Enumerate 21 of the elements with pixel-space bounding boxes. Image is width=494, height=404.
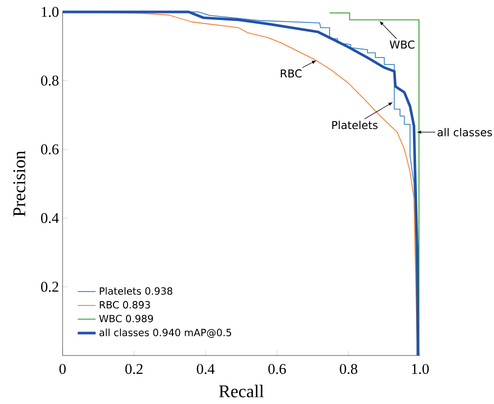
y-tick-label: 0.4 (41, 212, 59, 224)
legend-label: Platelets 0.938 (100, 287, 172, 295)
annotation: RBC (280, 69, 302, 78)
x-tick-label: 0.6 (268, 364, 286, 374)
legend-label: all classes 0.940 mAP@0.5 (99, 328, 232, 338)
x-axis-title: Recall (219, 384, 264, 398)
x-tick-label: 0.8 (340, 364, 358, 374)
annotation: all classes (438, 128, 492, 136)
x-tick-label: 0.4 (196, 364, 215, 374)
y-tick-label: 0.8 (41, 76, 59, 86)
y-tick-label: 1.0 (42, 6, 59, 17)
legend-label: RBC 0.893 (100, 300, 150, 308)
y-tick-label: 0.2 (41, 282, 58, 292)
y-axis-title: Precision (13, 150, 26, 216)
y-tick-label: 0.6 (41, 144, 59, 154)
annotation: Platelets (332, 120, 378, 130)
annotation: WBC (390, 40, 414, 49)
x-tick-label: 0 (59, 364, 66, 374)
x-tick-label: 0.2 (125, 364, 143, 374)
x-tick-label: 1.0 (412, 364, 429, 374)
legend-label: WBC 0.989 (99, 314, 153, 322)
